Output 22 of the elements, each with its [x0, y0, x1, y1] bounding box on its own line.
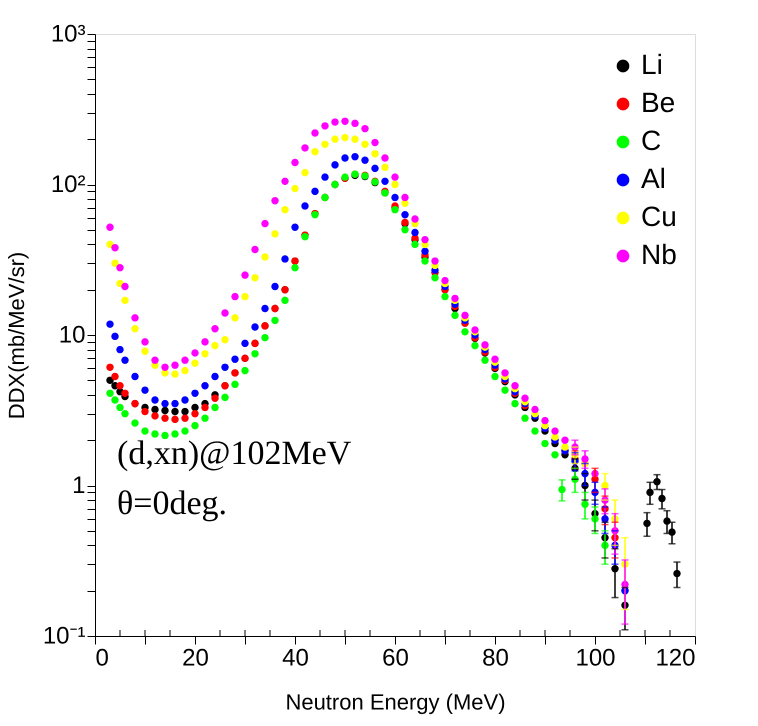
y-tick-label: 1 [72, 472, 86, 499]
y-tick-label: 10² [50, 171, 86, 198]
x-axis-title: Neutron Energy (MeV) [285, 690, 506, 714]
legend-label: Be [641, 87, 676, 118]
y-tick-label: 10⁻¹ [42, 622, 86, 650]
legend-label: C [641, 125, 662, 156]
x-tick-label: 40 [282, 644, 309, 672]
y-axis-title: DDX(mb/MeV/sr) [4, 252, 29, 420]
x-tick-label: 60 [382, 644, 409, 672]
legend-label: Cu [641, 201, 677, 232]
x-tick-label: 100 [575, 644, 616, 672]
x-tick-label: 120 [655, 644, 696, 672]
y-tick-label: 10³ [50, 20, 86, 48]
legend-label: Nb [641, 239, 677, 270]
legend-label: Al [641, 163, 666, 194]
y-tick-label: 10 [58, 322, 86, 348]
x-tick-label: 80 [482, 644, 509, 672]
annotation: θ=0deg. [117, 485, 228, 522]
x-tick-label: 0 [96, 644, 109, 672]
annotation: (d,xn)@102MeV [117, 435, 352, 472]
x-tick-label: 20 [182, 644, 209, 672]
legend-label: Li [641, 49, 663, 80]
